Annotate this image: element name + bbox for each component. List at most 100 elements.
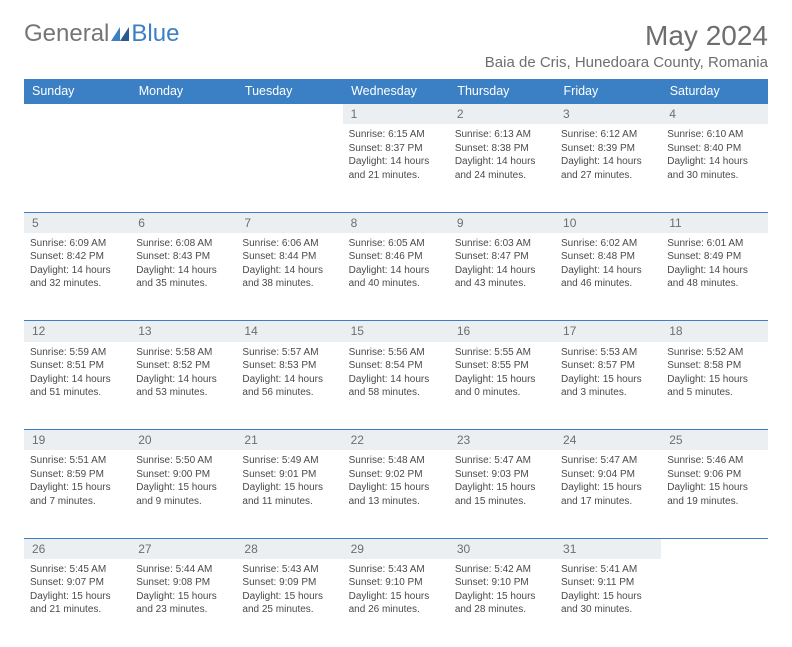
daylight-text: Daylight: 15 hours and 11 minutes. bbox=[242, 481, 336, 508]
day-info-cell: Sunrise: 6:12 AMSunset: 8:39 PMDaylight:… bbox=[555, 124, 661, 212]
day-header: Sunday bbox=[24, 79, 130, 104]
day-number-cell: 31 bbox=[555, 538, 661, 559]
day-number-cell bbox=[661, 538, 767, 559]
sunrise-text: Sunrise: 6:10 AM bbox=[667, 128, 761, 142]
daylight-text: Daylight: 15 hours and 26 minutes. bbox=[349, 590, 443, 617]
sunset-text: Sunset: 9:08 PM bbox=[136, 576, 230, 590]
day-info-cell: Sunrise: 5:46 AMSunset: 9:06 PMDaylight:… bbox=[661, 450, 767, 538]
day-info-cell bbox=[24, 124, 130, 212]
sunset-text: Sunset: 9:09 PM bbox=[242, 576, 336, 590]
day-info-cell bbox=[661, 559, 767, 647]
day-info-cell: Sunrise: 5:44 AMSunset: 9:08 PMDaylight:… bbox=[130, 559, 236, 647]
sunrise-text: Sunrise: 5:53 AM bbox=[561, 346, 655, 360]
day-number-cell: 10 bbox=[555, 212, 661, 233]
day-info-cell: Sunrise: 5:48 AMSunset: 9:02 PMDaylight:… bbox=[343, 450, 449, 538]
day-number-cell: 3 bbox=[555, 104, 661, 125]
sunrise-text: Sunrise: 5:43 AM bbox=[242, 563, 336, 577]
day-info-cell bbox=[236, 124, 342, 212]
day-header: Friday bbox=[555, 79, 661, 104]
sunset-text: Sunset: 8:47 PM bbox=[455, 250, 549, 264]
sunrise-text: Sunrise: 5:59 AM bbox=[30, 346, 124, 360]
day-header-row: Sunday Monday Tuesday Wednesday Thursday… bbox=[24, 79, 768, 104]
day-info-cell bbox=[130, 124, 236, 212]
day-number-cell: 27 bbox=[130, 538, 236, 559]
week-info-row: Sunrise: 5:45 AMSunset: 9:07 PMDaylight:… bbox=[24, 559, 768, 647]
daylight-text: Daylight: 15 hours and 25 minutes. bbox=[242, 590, 336, 617]
daylight-text: Daylight: 15 hours and 28 minutes. bbox=[455, 590, 549, 617]
day-header: Saturday bbox=[661, 79, 767, 104]
sunset-text: Sunset: 8:54 PM bbox=[349, 359, 443, 373]
sunset-text: Sunset: 8:39 PM bbox=[561, 142, 655, 156]
daylight-text: Daylight: 14 hours and 58 minutes. bbox=[349, 373, 443, 400]
day-info-cell: Sunrise: 5:43 AMSunset: 9:09 PMDaylight:… bbox=[236, 559, 342, 647]
sunset-text: Sunset: 8:55 PM bbox=[455, 359, 549, 373]
day-number-cell: 8 bbox=[343, 212, 449, 233]
sunrise-text: Sunrise: 5:41 AM bbox=[561, 563, 655, 577]
sunset-text: Sunset: 9:07 PM bbox=[30, 576, 124, 590]
day-info-cell: Sunrise: 5:50 AMSunset: 9:00 PMDaylight:… bbox=[130, 450, 236, 538]
day-info-cell: Sunrise: 5:42 AMSunset: 9:10 PMDaylight:… bbox=[449, 559, 555, 647]
day-number-cell bbox=[130, 104, 236, 125]
daylight-text: Daylight: 15 hours and 21 minutes. bbox=[30, 590, 124, 617]
sunset-text: Sunset: 8:42 PM bbox=[30, 250, 124, 264]
day-number-cell bbox=[236, 104, 342, 125]
day-header: Monday bbox=[130, 79, 236, 104]
day-info-cell: Sunrise: 5:49 AMSunset: 9:01 PMDaylight:… bbox=[236, 450, 342, 538]
title-block: May 2024 Baia de Cris, Hunedoara County,… bbox=[485, 20, 768, 71]
sunrise-text: Sunrise: 5:43 AM bbox=[349, 563, 443, 577]
daylight-text: Daylight: 14 hours and 38 minutes. bbox=[242, 264, 336, 291]
sunrise-text: Sunrise: 5:55 AM bbox=[455, 346, 549, 360]
daylight-text: Daylight: 15 hours and 3 minutes. bbox=[561, 373, 655, 400]
day-info-cell: Sunrise: 6:05 AMSunset: 8:46 PMDaylight:… bbox=[343, 233, 449, 321]
day-info-cell: Sunrise: 5:57 AMSunset: 8:53 PMDaylight:… bbox=[236, 342, 342, 430]
sunset-text: Sunset: 8:37 PM bbox=[349, 142, 443, 156]
daylight-text: Daylight: 14 hours and 27 minutes. bbox=[561, 155, 655, 182]
week-info-row: Sunrise: 5:59 AMSunset: 8:51 PMDaylight:… bbox=[24, 342, 768, 430]
sunset-text: Sunset: 8:53 PM bbox=[242, 359, 336, 373]
day-info-cell: Sunrise: 6:02 AMSunset: 8:48 PMDaylight:… bbox=[555, 233, 661, 321]
sunset-text: Sunset: 9:02 PM bbox=[349, 468, 443, 482]
daylight-text: Daylight: 14 hours and 53 minutes. bbox=[136, 373, 230, 400]
day-info-cell: Sunrise: 6:06 AMSunset: 8:44 PMDaylight:… bbox=[236, 233, 342, 321]
day-info-cell: Sunrise: 5:52 AMSunset: 8:58 PMDaylight:… bbox=[661, 342, 767, 430]
sunset-text: Sunset: 9:06 PM bbox=[667, 468, 761, 482]
sunrise-text: Sunrise: 5:46 AM bbox=[667, 454, 761, 468]
day-number-cell: 13 bbox=[130, 321, 236, 342]
sunrise-text: Sunrise: 5:42 AM bbox=[455, 563, 549, 577]
sunrise-text: Sunrise: 6:03 AM bbox=[455, 237, 549, 251]
daylight-text: Daylight: 15 hours and 17 minutes. bbox=[561, 481, 655, 508]
calendar-table: Sunday Monday Tuesday Wednesday Thursday… bbox=[24, 79, 768, 647]
daynum-row: 567891011 bbox=[24, 212, 768, 233]
day-number-cell: 14 bbox=[236, 321, 342, 342]
day-number-cell: 7 bbox=[236, 212, 342, 233]
day-info-cell: Sunrise: 5:51 AMSunset: 8:59 PMDaylight:… bbox=[24, 450, 130, 538]
daylight-text: Daylight: 14 hours and 51 minutes. bbox=[30, 373, 124, 400]
day-number-cell: 18 bbox=[661, 321, 767, 342]
sunrise-text: Sunrise: 6:05 AM bbox=[349, 237, 443, 251]
sunrise-text: Sunrise: 6:06 AM bbox=[242, 237, 336, 251]
sunset-text: Sunset: 8:48 PM bbox=[561, 250, 655, 264]
sunrise-text: Sunrise: 6:01 AM bbox=[667, 237, 761, 251]
sunrise-text: Sunrise: 5:44 AM bbox=[136, 563, 230, 577]
sunset-text: Sunset: 8:52 PM bbox=[136, 359, 230, 373]
sunrise-text: Sunrise: 6:08 AM bbox=[136, 237, 230, 251]
sunset-text: Sunset: 9:03 PM bbox=[455, 468, 549, 482]
day-header: Thursday bbox=[449, 79, 555, 104]
day-info-cell: Sunrise: 5:47 AMSunset: 9:03 PMDaylight:… bbox=[449, 450, 555, 538]
day-info-cell: Sunrise: 6:01 AMSunset: 8:49 PMDaylight:… bbox=[661, 233, 767, 321]
daylight-text: Daylight: 14 hours and 40 minutes. bbox=[349, 264, 443, 291]
sunset-text: Sunset: 8:57 PM bbox=[561, 359, 655, 373]
day-info-cell: Sunrise: 5:47 AMSunset: 9:04 PMDaylight:… bbox=[555, 450, 661, 538]
sunrise-text: Sunrise: 5:52 AM bbox=[667, 346, 761, 360]
sunset-text: Sunset: 8:40 PM bbox=[667, 142, 761, 156]
sunset-text: Sunset: 9:04 PM bbox=[561, 468, 655, 482]
daynum-row: 1234 bbox=[24, 104, 768, 125]
sunrise-text: Sunrise: 5:45 AM bbox=[30, 563, 124, 577]
day-number-cell: 1 bbox=[343, 104, 449, 125]
sunset-text: Sunset: 8:51 PM bbox=[30, 359, 124, 373]
day-number-cell bbox=[24, 104, 130, 125]
daylight-text: Daylight: 14 hours and 30 minutes. bbox=[667, 155, 761, 182]
week-info-row: Sunrise: 6:09 AMSunset: 8:42 PMDaylight:… bbox=[24, 233, 768, 321]
day-info-cell: Sunrise: 6:15 AMSunset: 8:37 PMDaylight:… bbox=[343, 124, 449, 212]
daylight-text: Daylight: 14 hours and 56 minutes. bbox=[242, 373, 336, 400]
